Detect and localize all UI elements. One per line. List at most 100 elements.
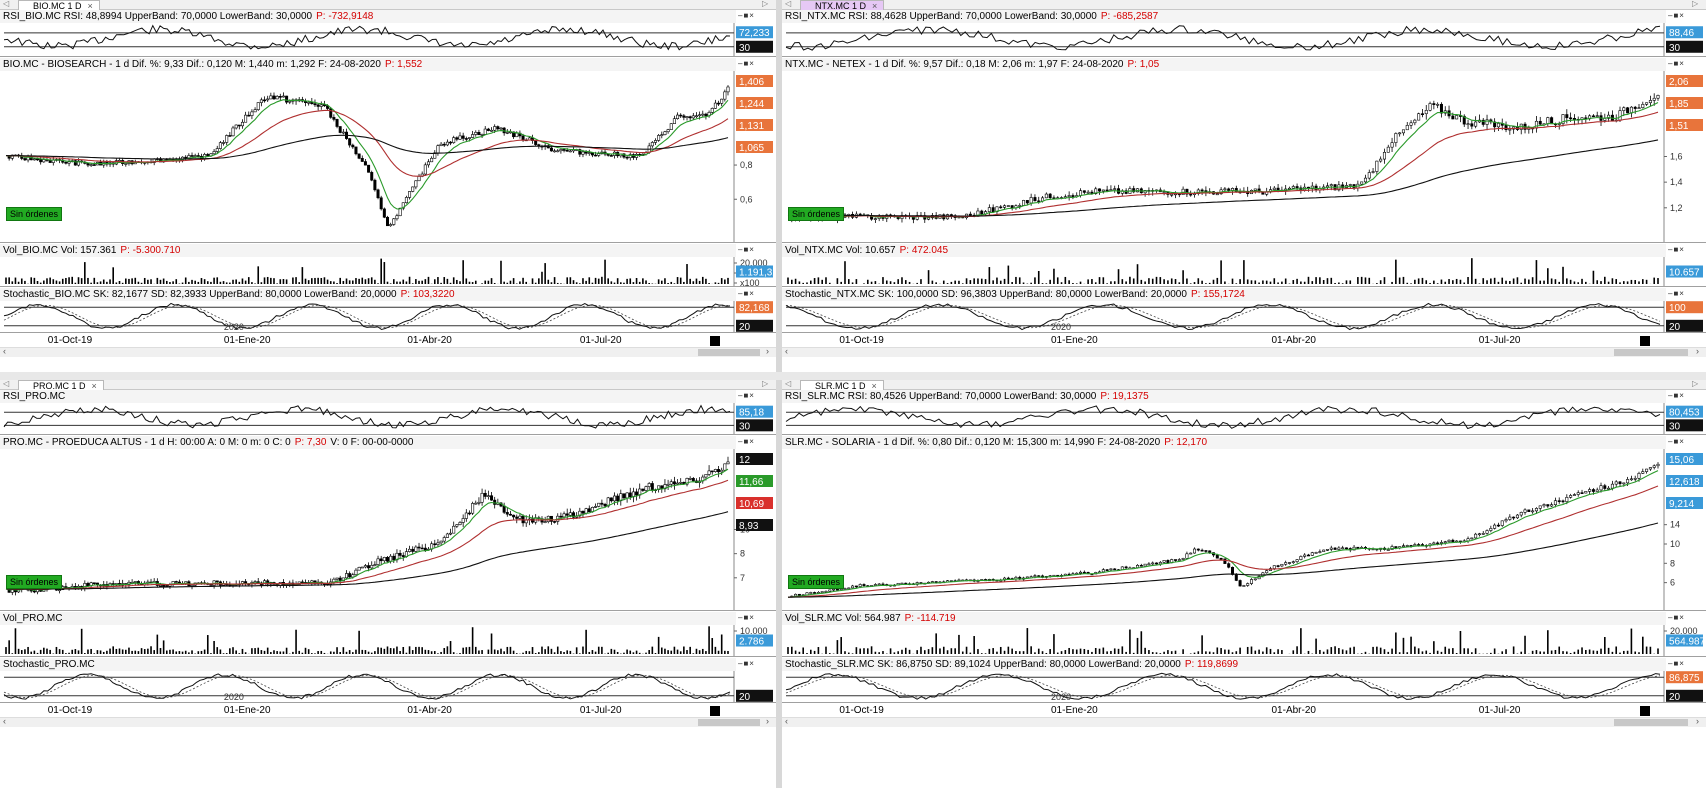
fill-square-icon[interactable] xyxy=(710,706,720,716)
pane-window-controls[interactable]: –■× xyxy=(1668,613,1685,622)
pane-separator[interactable] xyxy=(0,434,776,435)
horizontal-scrollbar[interactable]: ‹ › xyxy=(0,346,776,357)
stochastic-pane-canvas[interactable]: 2020 100 20 xyxy=(782,301,1706,332)
volume-bars xyxy=(5,258,729,284)
fill-square-icon[interactable] xyxy=(1640,706,1650,716)
time-axis[interactable]: 01-Oct-19 01-Ene-20 01-Abr-20 01-Jul-20 xyxy=(782,333,1706,347)
scroll-left-icon[interactable]: ‹ xyxy=(3,716,6,726)
tab-close-icon[interactable]: × xyxy=(87,1,93,11)
pane-separator[interactable] xyxy=(782,242,1706,243)
pane-window-controls[interactable]: –■× xyxy=(1668,59,1685,68)
pane-separator[interactable] xyxy=(0,610,776,611)
pane-window-controls[interactable]: –■× xyxy=(738,391,755,400)
pane-window-controls[interactable]: –■× xyxy=(1668,289,1685,298)
pane-window-controls[interactable]: –■× xyxy=(738,245,755,254)
pane-window-controls[interactable]: –■× xyxy=(738,59,755,68)
pane-separator[interactable] xyxy=(782,332,1706,333)
scrollbar-thumb[interactable] xyxy=(1613,719,1688,726)
rsi-pane-canvas[interactable]: 80,453 30 xyxy=(782,403,1706,434)
pane-separator[interactable] xyxy=(0,656,776,657)
pane-separator[interactable] xyxy=(782,656,1706,657)
tab-slr[interactable]: SLR.MC 1 D × xyxy=(800,380,884,391)
price-pane-canvas[interactable]: 0,8 0,6 1,406 1,244 1,131 1,065 xyxy=(0,71,776,242)
volume-pane-canvas[interactable]: 20.0000x1001.191,32 xyxy=(0,257,776,286)
pane-window-controls[interactable]: –■× xyxy=(1668,11,1685,20)
pane-separator[interactable] xyxy=(0,286,776,287)
pane-separator[interactable] xyxy=(782,286,1706,287)
candlesticks xyxy=(790,93,1660,224)
tab-scroll-right-icon[interactable]: ▷ xyxy=(1692,0,1699,8)
pane-window-controls[interactable]: –■× xyxy=(1668,659,1685,668)
tab-close-icon[interactable]: × xyxy=(872,1,878,11)
horizontal-scrollbar[interactable]: ‹ › xyxy=(782,346,1706,357)
tab-scroll-left-icon[interactable]: ◁ xyxy=(785,0,792,8)
stochastic-pane-canvas[interactable]: 2020 20 xyxy=(0,671,776,702)
pane-separator[interactable] xyxy=(0,242,776,243)
tab-scroll-left-icon[interactable]: ◁ xyxy=(785,380,792,388)
ema-slow-line xyxy=(5,479,729,591)
scroll-left-icon[interactable]: ‹ xyxy=(3,346,6,356)
stochastic-pane-canvas[interactable]: 2020 86,875 20 xyxy=(782,671,1706,702)
time-axis-label: 01-Oct-19 xyxy=(47,335,93,346)
fill-square-icon[interactable] xyxy=(710,336,720,346)
time-axis[interactable]: 01-Oct-19 01-Ene-20 01-Abr-20 01-Jul-20 xyxy=(0,703,776,717)
horizontal-scrollbar[interactable]: ‹ › xyxy=(0,716,776,727)
pane-window-controls[interactable]: –■× xyxy=(738,11,755,20)
scrollbar-thumb[interactable] xyxy=(698,349,761,356)
pane-window-controls[interactable]: –■× xyxy=(1668,391,1685,400)
tab-close-icon[interactable]: × xyxy=(871,381,877,391)
pane-separator[interactable] xyxy=(0,332,776,333)
tab-bio[interactable]: BIO.MC 1 D × xyxy=(18,0,100,11)
tab-scroll-left-icon[interactable]: ◁ xyxy=(3,0,10,8)
orders-status-label[interactable]: Sin órdenes xyxy=(6,575,63,589)
tab-close-icon[interactable]: × xyxy=(91,381,97,391)
tab-scroll-right-icon[interactable]: ▷ xyxy=(762,0,769,8)
candlesticks xyxy=(790,462,1660,598)
tab-scroll-right-icon[interactable]: ▷ xyxy=(1692,380,1699,388)
tab-bar: ◁ BIO.MC 1 D × ▷ xyxy=(0,0,776,11)
volume-pane-canvas[interactable]: 10.657 xyxy=(782,257,1706,286)
pane-window-controls[interactable]: –■× xyxy=(1668,245,1685,254)
pane-separator[interactable] xyxy=(782,610,1706,611)
rsi-pane-canvas[interactable]: 88,46 30 xyxy=(782,23,1706,56)
pane-separator[interactable] xyxy=(782,702,1706,703)
rsi-pane-canvas[interactable]: 85,18 30 xyxy=(0,403,776,434)
horizontal-splitter[interactable] xyxy=(0,372,1706,380)
scroll-right-icon[interactable]: › xyxy=(1696,346,1699,356)
scroll-right-icon[interactable]: › xyxy=(766,346,769,356)
scroll-left-icon[interactable]: ‹ xyxy=(785,716,788,726)
tab-pro[interactable]: PRO.MC 1 D × xyxy=(18,380,104,391)
scroll-right-icon[interactable]: › xyxy=(1696,716,1699,726)
pane-window-controls[interactable]: –■× xyxy=(738,613,755,622)
pane-separator[interactable] xyxy=(0,702,776,703)
scrollbar-thumb[interactable] xyxy=(1613,349,1688,356)
time-axis[interactable]: 01-Oct-19 01-Ene-20 01-Abr-20 01-Jul-20 xyxy=(782,703,1706,717)
pane-window-controls[interactable]: –■× xyxy=(1668,437,1685,446)
stochastic-pane-canvas[interactable]: 2020 82,168 20 xyxy=(0,301,776,332)
rsi-pane-canvas[interactable]: 72,233 30 xyxy=(0,23,776,56)
pane-separator[interactable] xyxy=(782,434,1706,435)
scroll-left-icon[interactable]: ‹ xyxy=(785,346,788,356)
price-pane-canvas[interactable]: 14 10 8 6 15,06 12,618 9,214 xyxy=(782,449,1706,610)
pane-window-controls[interactable]: –■× xyxy=(738,437,755,446)
pane-separator[interactable] xyxy=(0,56,776,57)
scroll-right-icon[interactable]: › xyxy=(766,716,769,726)
orders-status-label[interactable]: Sin órdenes xyxy=(788,207,845,221)
orders-status-label[interactable]: Sin órdenes xyxy=(788,575,845,589)
pane-window-controls[interactable]: –■× xyxy=(738,289,755,298)
pane-window-controls[interactable]: –■× xyxy=(738,659,755,668)
tab-ntx[interactable]: NTX.MC 1 D × xyxy=(800,0,885,11)
fill-square-icon[interactable] xyxy=(1640,336,1650,346)
tab-scroll-right-icon[interactable]: ▷ xyxy=(762,380,769,388)
time-axis[interactable]: 01-Oct-19 01-Ene-20 01-Abr-20 01-Jul-20 xyxy=(0,333,776,347)
vertical-splitter[interactable] xyxy=(776,0,782,788)
scrollbar-thumb[interactable] xyxy=(698,719,761,726)
horizontal-scrollbar[interactable]: ‹ › xyxy=(782,716,1706,727)
price-pane-canvas[interactable]: 1,6 1,4 1,2 2,06 1,85 1,51 xyxy=(782,71,1706,242)
tab-scroll-left-icon[interactable]: ◁ xyxy=(3,380,10,388)
pane-separator[interactable] xyxy=(782,56,1706,57)
orders-status-label[interactable]: Sin órdenes xyxy=(6,207,63,221)
